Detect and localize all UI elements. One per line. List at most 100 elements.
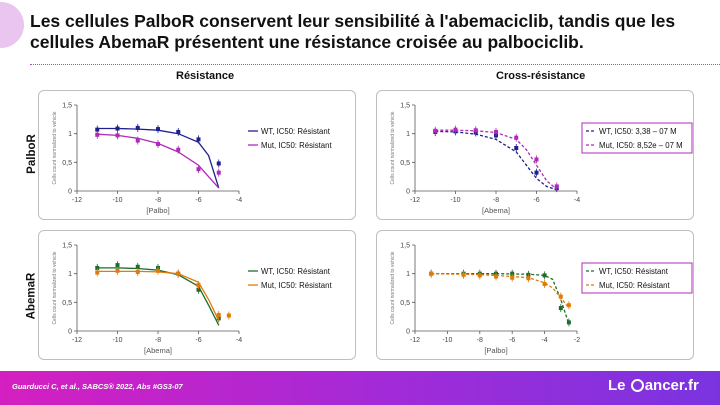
x-tick-label: -12 xyxy=(410,337,420,344)
x-tick-label: -8 xyxy=(155,337,161,344)
data-point xyxy=(226,313,231,318)
data-point xyxy=(135,264,140,269)
data-point xyxy=(566,303,571,308)
dose-response-chart: 0 0,5 1 1,5 -12 -10 -8 -6 -4 [Palbo] Cells count n… xyxy=(52,103,332,216)
row-label-palbor: PalboR xyxy=(25,134,38,174)
legend-box xyxy=(581,122,693,154)
x-tick-label: -6 xyxy=(195,197,201,204)
data-point xyxy=(453,127,458,132)
data-point xyxy=(115,268,120,273)
y-tick-label: 0,5 xyxy=(400,160,410,167)
data-point xyxy=(135,269,140,274)
chart-panel-palbor-resistance: 0 0,5 1 1,5 -12 -10 -8 -6 -4 [Palbo] Cells count n… xyxy=(38,90,356,220)
y-axis-label: Cells count normalized to vehicle xyxy=(52,251,58,324)
data-point xyxy=(176,147,181,152)
y-tick-label: 1,5 xyxy=(62,103,72,110)
data-point xyxy=(473,128,478,133)
column-heading-cross-resistance: Cross-résistance xyxy=(496,70,586,82)
data-point xyxy=(196,283,201,288)
legend-label: WT, IC50: Résistant xyxy=(599,267,669,276)
data-point xyxy=(534,157,539,162)
series-curve xyxy=(431,273,570,325)
data-point xyxy=(196,137,201,142)
y-tick-label: 1,5 xyxy=(400,243,410,250)
legend-label: Mut, IC50: Résistant xyxy=(261,141,332,150)
y-tick-label: 0 xyxy=(406,189,410,196)
x-tick-label: -12 xyxy=(410,197,420,204)
y-tick-label: 0 xyxy=(406,329,410,336)
data-point xyxy=(115,126,120,131)
legend-label: Mut, IC50: Résistant xyxy=(599,281,670,290)
data-point xyxy=(542,281,547,286)
y-axis-label: Cells count normalized to vehicle xyxy=(52,111,58,184)
x-tick-label: -4 xyxy=(541,337,547,344)
legend-label: WT, IC50: Résistant xyxy=(261,127,331,136)
data-point xyxy=(156,127,160,132)
series-curve xyxy=(97,133,220,189)
series-curve xyxy=(431,273,570,309)
x-tick-label: -6 xyxy=(509,337,515,344)
data-point xyxy=(542,273,547,278)
data-point xyxy=(95,270,100,275)
y-tick-label: 0,5 xyxy=(62,160,72,167)
lecancer-logo: Le ancer.fr xyxy=(608,377,699,394)
data-point xyxy=(156,268,160,273)
data-point xyxy=(526,276,531,281)
x-tick-label: -8 xyxy=(155,197,161,204)
x-tick-label: -12 xyxy=(72,337,82,344)
data-point xyxy=(494,274,498,279)
data-point xyxy=(558,306,563,311)
data-point xyxy=(216,170,221,175)
data-point xyxy=(176,271,181,276)
logo-c-icon xyxy=(630,379,644,392)
y-tick-label: 1 xyxy=(68,271,72,278)
data-point xyxy=(534,170,539,175)
x-axis-label: [Abema] xyxy=(144,346,172,355)
data-point xyxy=(176,129,181,134)
chart-panel-palbor-cross-resistance: 0 0,5 1 1,5 -12 -10 -8 -6 -4 [Abema] Cells count n… xyxy=(376,90,694,220)
x-tick-label: -10 xyxy=(112,337,122,344)
legend-label: Mut, IC50: 8,52e – 07 M xyxy=(599,141,683,150)
data-point xyxy=(510,271,515,276)
data-point xyxy=(558,294,563,299)
data-point xyxy=(216,312,221,317)
slide-title: Les cellules PalboR conservent leur sens… xyxy=(30,11,676,52)
y-tick-label: 1,5 xyxy=(400,103,410,110)
y-tick-label: 0 xyxy=(68,189,72,196)
x-tick-label: -6 xyxy=(533,197,539,204)
x-tick-label: -6 xyxy=(195,337,201,344)
legend-label: WT, IC50: Résistant xyxy=(261,267,331,276)
x-tick-label: -8 xyxy=(477,337,483,344)
data-point xyxy=(156,141,160,146)
chart-panel-abemar-resistance: 0 0,5 1 1,5 -12 -10 -8 -6 -4 [Abema] Cells count n… xyxy=(38,230,356,360)
y-axis-label: Cells count normalized to vehicle xyxy=(390,251,396,324)
data-point xyxy=(477,273,482,278)
series-curve xyxy=(97,270,220,321)
y-tick-label: 1 xyxy=(68,131,72,138)
logo-text-le: Le xyxy=(608,377,630,394)
series-curve xyxy=(435,130,558,191)
dose-response-chart: 0 0,5 1 1,5 -12 -10 -8 -6 -4 [Abema] Cells count n… xyxy=(52,243,332,356)
citation: Guarducci C, et al., SABCS® 2022, Abs #G… xyxy=(12,382,183,391)
data-point xyxy=(514,146,519,150)
x-tick-label: -10 xyxy=(112,197,122,204)
legend-box xyxy=(581,262,693,294)
x-axis-label: [Palbo] xyxy=(146,206,169,215)
data-point xyxy=(95,127,100,132)
data-point xyxy=(135,125,140,130)
data-point xyxy=(95,265,100,270)
data-point xyxy=(514,135,519,140)
series-curve xyxy=(97,267,220,326)
data-point xyxy=(115,133,120,138)
data-point xyxy=(429,271,434,276)
data-point xyxy=(196,167,201,172)
data-point xyxy=(196,287,201,292)
logo-text-cancer: ancer.fr xyxy=(644,377,699,394)
data-point xyxy=(566,320,571,325)
footer-bar: Guarducci C, et al., SABCS® 2022, Abs #G… xyxy=(0,371,720,405)
x-tick-label: -10 xyxy=(450,197,460,204)
data-point xyxy=(135,138,140,143)
decorative-circle xyxy=(0,2,24,48)
y-tick-label: 0 xyxy=(68,329,72,336)
data-point xyxy=(510,275,515,280)
